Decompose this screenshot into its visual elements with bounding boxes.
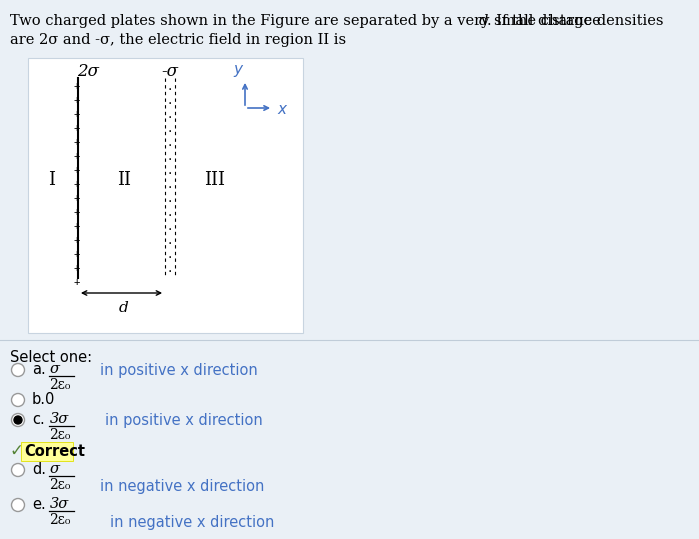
Text: are 2σ and -σ, the electric field in region II is: are 2σ and -σ, the electric field in reg…	[10, 33, 346, 47]
Text: ·: ·	[168, 167, 172, 181]
Text: d: d	[479, 14, 489, 28]
Text: ·: ·	[168, 251, 172, 265]
Text: +: +	[74, 123, 80, 133]
Text: d.: d.	[32, 462, 46, 477]
Text: -σ: -σ	[161, 63, 178, 80]
Text: σ: σ	[50, 462, 60, 476]
Text: Correct: Correct	[24, 445, 85, 460]
Text: ·: ·	[168, 209, 172, 223]
Text: 2σ: 2σ	[77, 63, 99, 80]
Text: d: d	[119, 301, 129, 315]
Text: +: +	[74, 137, 80, 147]
Text: 3σ: 3σ	[50, 412, 69, 426]
FancyBboxPatch shape	[21, 442, 73, 461]
Text: in negative x direction: in negative x direction	[110, 515, 275, 529]
Text: y: y	[233, 62, 242, 77]
Text: +: +	[74, 151, 80, 161]
Text: ·: ·	[168, 83, 172, 97]
Text: in positive x direction: in positive x direction	[100, 363, 258, 377]
Text: ·: ·	[168, 237, 172, 251]
Text: ·: ·	[168, 139, 172, 153]
Text: +: +	[74, 221, 80, 231]
Text: a.: a.	[32, 362, 45, 377]
Text: x: x	[277, 101, 286, 116]
Text: c.: c.	[32, 412, 45, 427]
Text: +: +	[74, 179, 80, 189]
Text: +: +	[74, 95, 80, 105]
Text: ·: ·	[168, 195, 172, 209]
Text: +: +	[74, 249, 80, 259]
Text: III: III	[205, 171, 226, 189]
Text: II: II	[117, 171, 131, 189]
Text: +: +	[74, 263, 80, 273]
Text: +: +	[74, 235, 80, 245]
Text: in negative x direction: in negative x direction	[100, 480, 264, 494]
Text: +: +	[74, 193, 80, 203]
Text: I: I	[48, 171, 55, 189]
Text: σ: σ	[50, 362, 60, 376]
Text: e.: e.	[32, 497, 45, 512]
Text: 2ε₀: 2ε₀	[49, 428, 71, 442]
Text: Select one:: Select one:	[10, 350, 92, 365]
Text: ·: ·	[168, 97, 172, 111]
Text: ·: ·	[168, 111, 172, 125]
Text: +: +	[74, 165, 80, 175]
Text: Two charged plates shown in the Figure are separated by a very small distance: Two charged plates shown in the Figure a…	[10, 14, 605, 28]
Text: 3σ: 3σ	[50, 497, 69, 511]
Text: +: +	[74, 277, 80, 287]
Circle shape	[11, 499, 24, 512]
Text: ✓: ✓	[10, 442, 24, 460]
Text: ·: ·	[168, 181, 172, 195]
Text: 2ε₀: 2ε₀	[49, 478, 71, 492]
Circle shape	[11, 413, 24, 426]
Text: ·: ·	[168, 153, 172, 167]
Text: ·: ·	[168, 223, 172, 237]
Bar	[28, 58, 303, 333]
Text: b.0: b.0	[32, 392, 55, 407]
Circle shape	[11, 393, 24, 406]
Text: ·: ·	[168, 265, 172, 279]
Text: in positive x direction: in positive x direction	[105, 412, 263, 427]
Circle shape	[11, 363, 24, 377]
Circle shape	[11, 464, 24, 476]
Text: ·: ·	[168, 125, 172, 139]
Text: 2ε₀: 2ε₀	[49, 378, 71, 392]
Text: +: +	[74, 109, 80, 119]
Circle shape	[14, 416, 22, 424]
Text: +: +	[74, 81, 80, 91]
Text: . If the charge densities: . If the charge densities	[487, 14, 663, 28]
Text: 2ε₀: 2ε₀	[49, 513, 71, 527]
Text: +: +	[74, 207, 80, 217]
